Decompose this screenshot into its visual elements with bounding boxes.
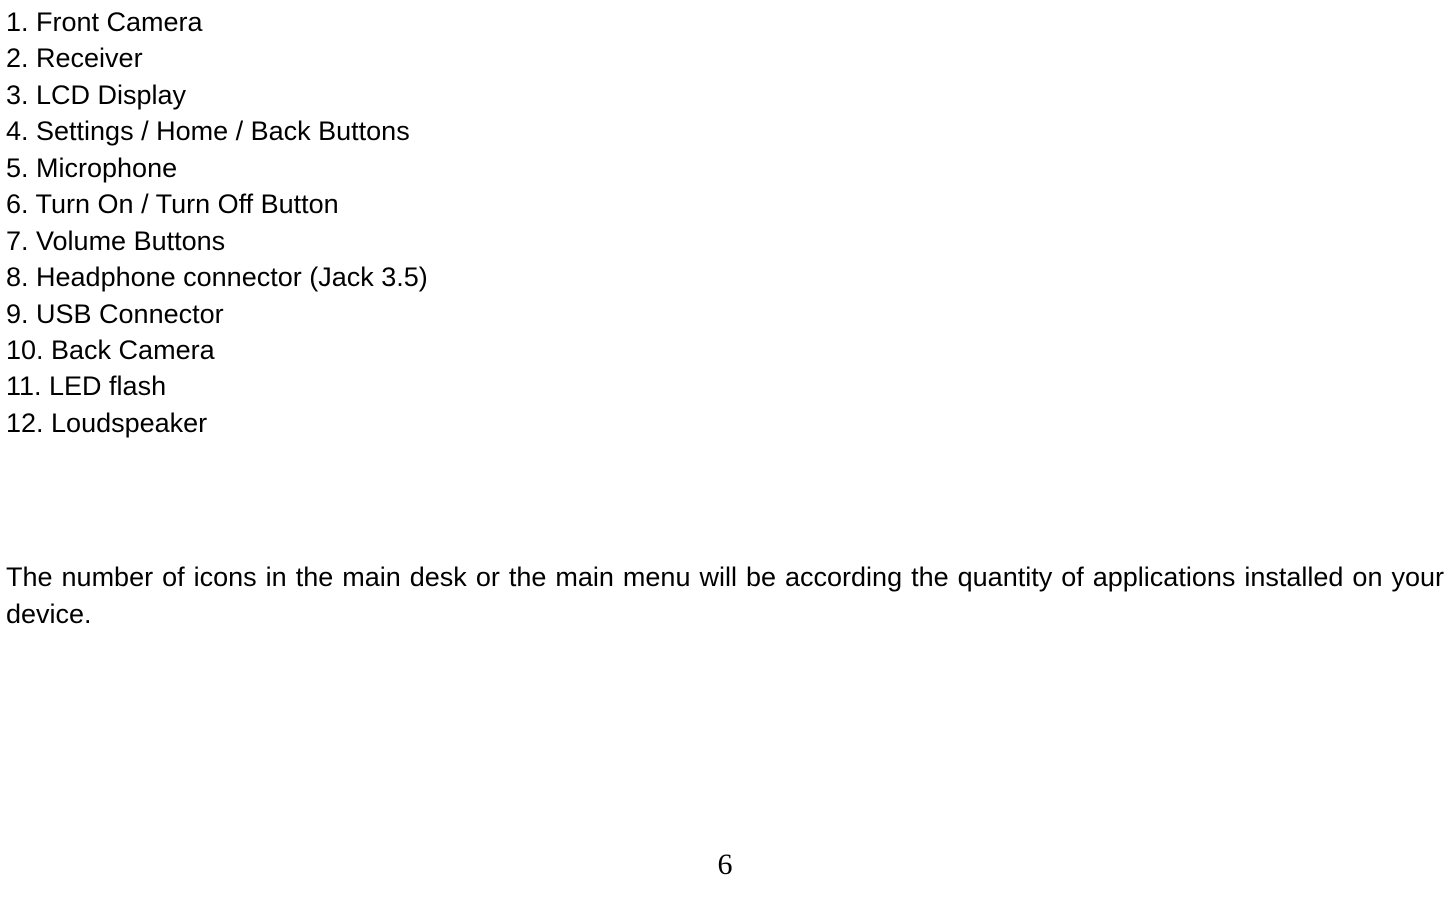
list-item: 1. Front Camera	[6, 4, 1444, 40]
list-item: 12. Loudspeaker	[6, 405, 1444, 441]
list-item: 3. LCD Display	[6, 77, 1444, 113]
list-item: 5. Microphone	[6, 150, 1444, 186]
list-item: 9. USB Connector	[6, 296, 1444, 332]
list-item: 2. Receiver	[6, 40, 1444, 76]
list-item: 10. Back Camera	[6, 332, 1444, 368]
document-content: 1. Front Camera 2. Receiver 3. LCD Displ…	[0, 0, 1450, 632]
list-item: 7. Volume Buttons	[6, 223, 1444, 259]
page-number: 6	[718, 848, 733, 882]
body-paragraph: The number of icons in the main desk or …	[6, 559, 1444, 632]
list-item: 6. Turn On / Turn Off Button	[6, 186, 1444, 222]
list-item: 4. Settings / Home / Back Buttons	[6, 113, 1444, 149]
list-item: 8. Headphone connector (Jack 3.5)	[6, 259, 1444, 295]
list-item: 11. LED flash	[6, 368, 1444, 404]
